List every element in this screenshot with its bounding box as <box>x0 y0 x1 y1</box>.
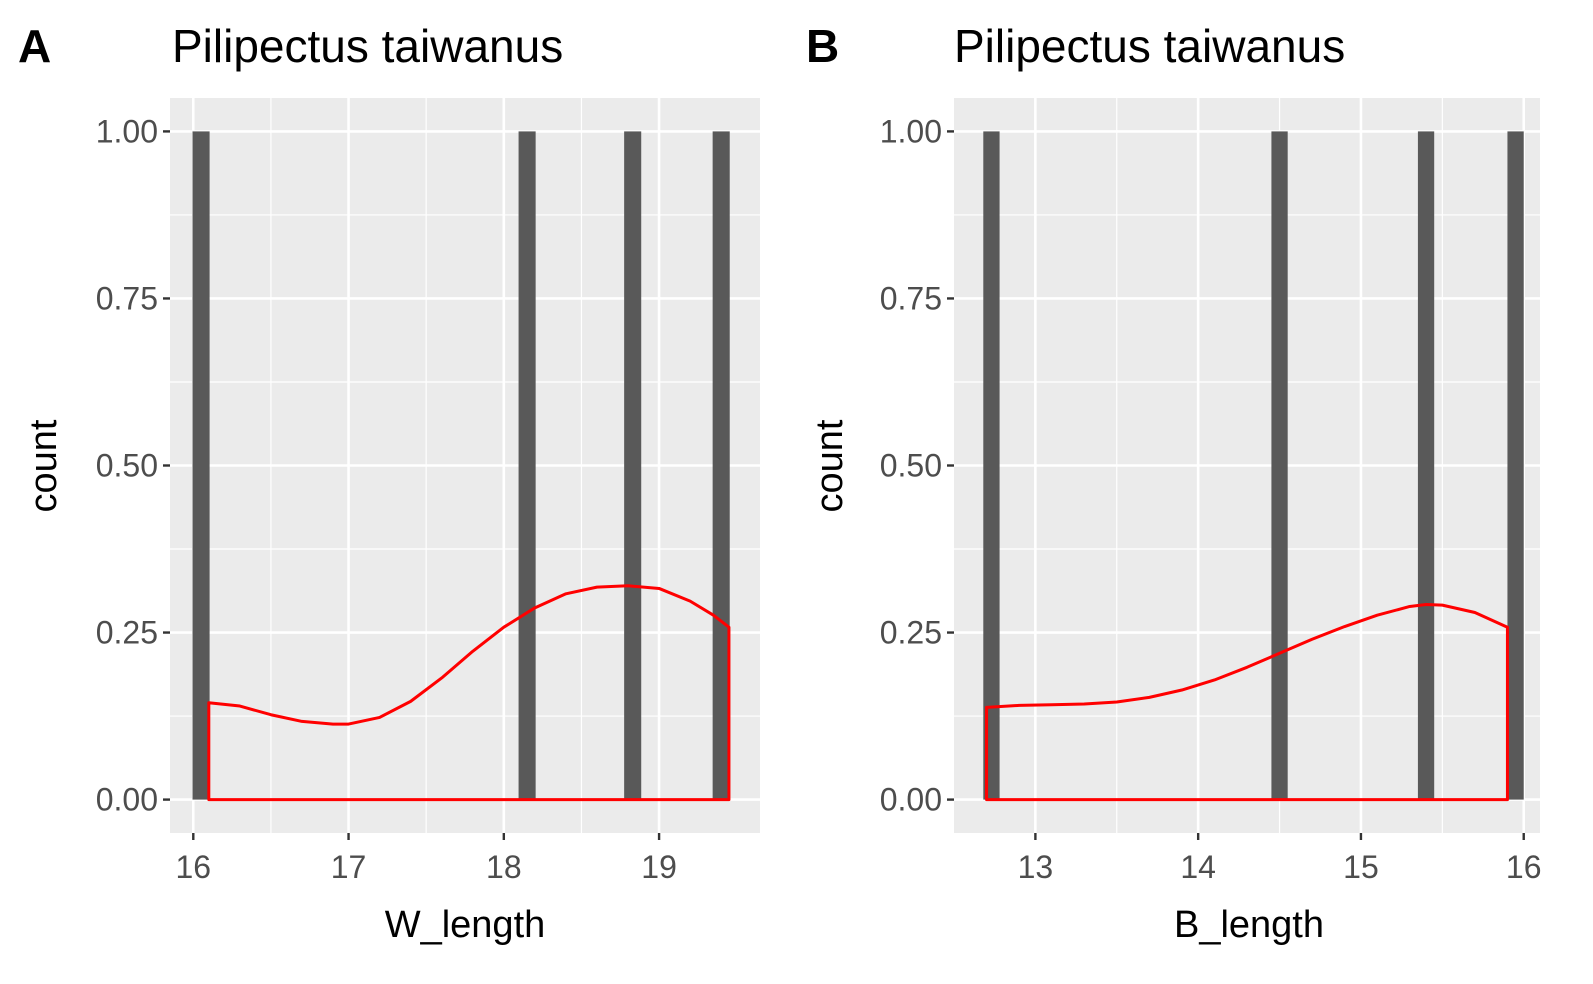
x-axis-title: B_length <box>1174 904 1324 946</box>
x-axis-title: W_length <box>385 904 546 946</box>
y-tick-label: 0.00 <box>96 782 158 818</box>
density-line <box>985 602 1509 802</box>
y-tick-label: 0.50 <box>880 448 942 484</box>
axis-ticks: 0.00 0.25 0.50 0.75 1.00 16 17 18 19 <box>96 113 677 885</box>
histogram-bar <box>983 131 1000 800</box>
y-axis-title: count <box>23 419 65 512</box>
histogram-bars <box>192 131 730 800</box>
grid <box>954 98 1540 833</box>
x-tick-label: 19 <box>641 849 677 885</box>
x-tick-label: 13 <box>1018 849 1054 885</box>
x-tick-label: 16 <box>175 849 211 885</box>
histogram-bar <box>712 131 730 800</box>
chart-panel-b: B Pilipectus taiwanus 0.00 0.25 0.50 0.75 1.… <box>796 0 1592 984</box>
density-curve <box>207 584 731 802</box>
x-tick-label: 15 <box>1343 849 1379 885</box>
x-tick-label: 16 <box>1506 849 1542 885</box>
density-curve <box>985 602 1509 802</box>
histogram-bar <box>192 131 210 800</box>
y-tick-label: 0.75 <box>880 280 942 316</box>
x-tick-label: 17 <box>331 849 367 885</box>
chart-title: Pilipectus taiwanus <box>172 20 563 72</box>
chart-title: Pilipectus taiwanus <box>954 20 1345 72</box>
histogram-bar <box>1507 131 1524 800</box>
y-tick-label: 0.50 <box>96 448 158 484</box>
x-tick-label: 18 <box>486 849 522 885</box>
density-line <box>207 584 731 802</box>
histogram-bar <box>1417 131 1435 800</box>
grid <box>170 98 760 833</box>
chart-a-svg: A Pilipectus taiwanus 0.00 0.25 0.50 0.75 1.… <box>18 20 760 946</box>
panel-tag: A <box>18 20 51 72</box>
panel-tag: B <box>806 20 839 72</box>
y-tick-label: 1.00 <box>96 113 158 149</box>
histogram-bars <box>983 131 1524 800</box>
y-tick-label: 0.75 <box>96 280 158 316</box>
histogram-bar <box>518 131 536 800</box>
y-tick-label: 0.25 <box>880 615 942 651</box>
y-tick-label: 1.00 <box>880 113 942 149</box>
y-tick-label: 0.00 <box>880 782 942 818</box>
chart-panel-a: A Pilipectus taiwanus 0.00 0.25 0.50 0.75 1.… <box>0 0 796 984</box>
histogram-bar <box>1271 131 1288 800</box>
y-tick-label: 0.25 <box>96 615 158 651</box>
x-tick-label: 14 <box>1180 849 1216 885</box>
y-axis-title: count <box>809 419 851 512</box>
histogram-bar <box>624 131 642 800</box>
axis-ticks: 0.00 0.25 0.50 0.75 1.00 13 14 15 16 <box>880 113 1542 885</box>
chart-b-svg: B Pilipectus taiwanus 0.00 0.25 0.50 0.75 1.… <box>806 20 1542 946</box>
